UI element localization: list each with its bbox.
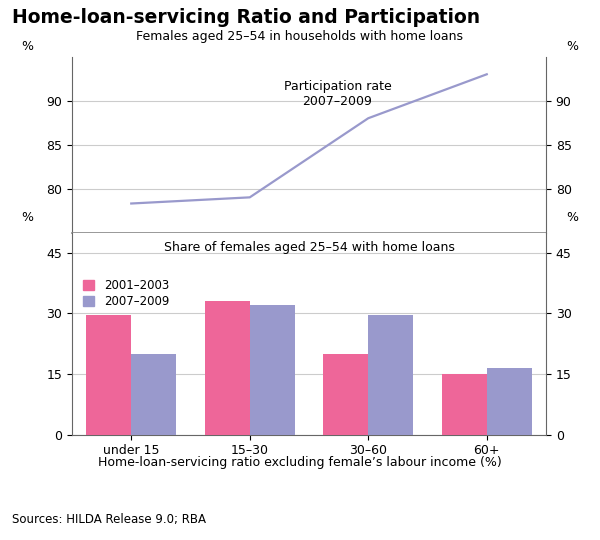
Bar xyxy=(487,368,532,435)
Bar xyxy=(131,354,176,435)
Text: %: % xyxy=(566,40,578,53)
Bar xyxy=(250,305,295,435)
Text: Participation rate
2007–2009: Participation rate 2007–2009 xyxy=(284,79,391,107)
Text: Share of females aged 25–54 with home loans: Share of females aged 25–54 with home lo… xyxy=(164,241,454,254)
Bar xyxy=(86,315,131,435)
Text: Sources: HILDA Release 9.0; RBA: Sources: HILDA Release 9.0; RBA xyxy=(12,514,206,526)
Text: %: % xyxy=(566,212,578,225)
Bar xyxy=(442,374,487,435)
Bar xyxy=(368,315,413,435)
Legend: 2001–2003, 2007–2009: 2001–2003, 2007–2009 xyxy=(83,279,169,308)
Text: Home-loan-servicing ratio excluding female’s labour income (%): Home-loan-servicing ratio excluding fema… xyxy=(98,456,502,469)
Text: Females aged 25–54 in households with home loans: Females aged 25–54 in households with ho… xyxy=(137,30,464,43)
Text: %: % xyxy=(21,212,33,225)
Text: %: % xyxy=(21,40,33,53)
Bar xyxy=(323,354,368,435)
Text: Home-loan-servicing Ratio and Participation: Home-loan-servicing Ratio and Participat… xyxy=(12,8,480,27)
Bar xyxy=(205,301,250,435)
